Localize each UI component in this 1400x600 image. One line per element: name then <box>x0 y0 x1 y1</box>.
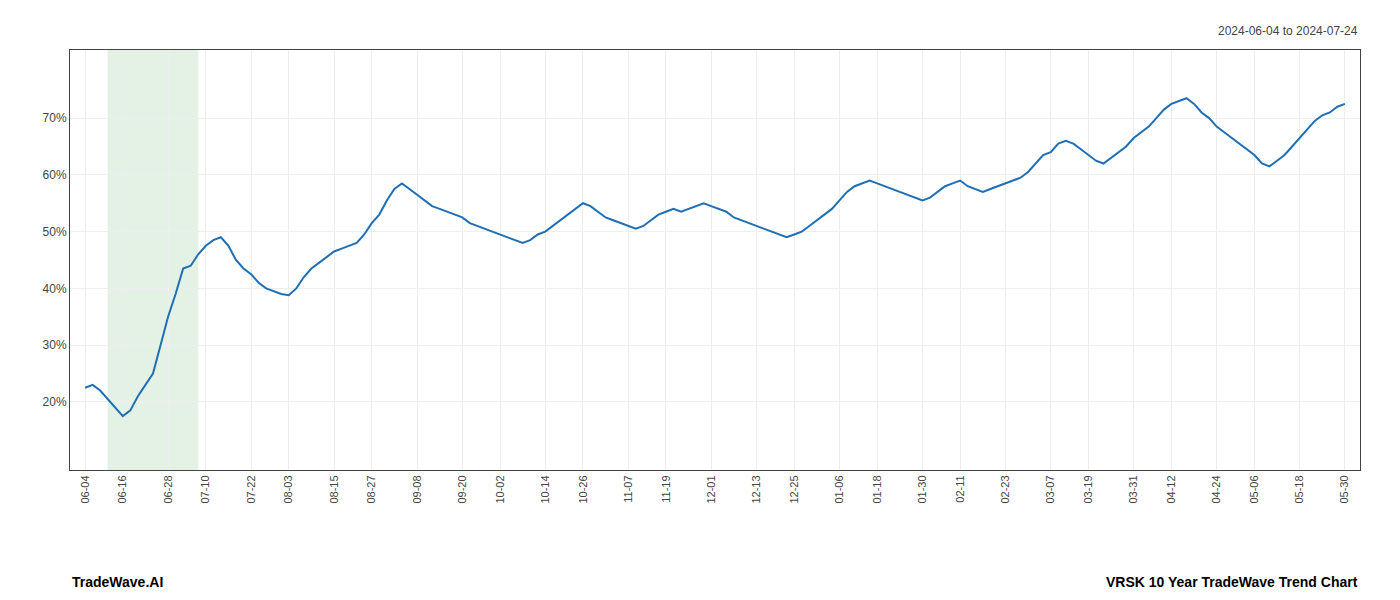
svg-text:10-26: 10-26 <box>577 475 589 503</box>
svg-text:12-25: 12-25 <box>788 475 800 503</box>
svg-text:11-19: 11-19 <box>660 475 672 502</box>
svg-text:10-14: 10-14 <box>539 475 551 503</box>
svg-text:09-20: 09-20 <box>456 475 468 503</box>
svg-text:05-06: 05-06 <box>1248 475 1260 503</box>
svg-text:40%: 40% <box>43 282 67 296</box>
svg-text:20%: 20% <box>43 395 67 409</box>
svg-text:08-15: 08-15 <box>328 475 340 503</box>
svg-text:2024-06-04 to 2024-07-24: 2024-06-04 to 2024-07-24 <box>1218 24 1358 38</box>
svg-text:09-08: 09-08 <box>411 475 423 503</box>
svg-text:06-04: 06-04 <box>79 475 91 503</box>
svg-text:06-16: 06-16 <box>116 475 128 503</box>
svg-text:01-18: 01-18 <box>871 475 883 503</box>
svg-text:60%: 60% <box>43 168 67 182</box>
svg-text:50%: 50% <box>43 225 67 239</box>
svg-text:07-10: 07-10 <box>199 475 211 503</box>
svg-text:06-28: 06-28 <box>162 475 174 503</box>
svg-text:02-11: 02-11 <box>954 475 966 502</box>
svg-text:01-30: 01-30 <box>916 475 928 503</box>
svg-text:04-24: 04-24 <box>1210 475 1222 503</box>
svg-text:05-30: 05-30 <box>1338 475 1350 503</box>
svg-text:03-07: 03-07 <box>1044 475 1056 503</box>
svg-text:03-19: 03-19 <box>1082 475 1094 503</box>
svg-text:VRSK 10 Year TradeWave Trend C: VRSK 10 Year TradeWave Trend Chart <box>1106 574 1358 590</box>
svg-text:07-22: 07-22 <box>245 475 257 503</box>
svg-text:TradeWave.AI: TradeWave.AI <box>72 574 163 590</box>
svg-text:03-31: 03-31 <box>1127 475 1139 503</box>
svg-text:30%: 30% <box>43 338 67 352</box>
svg-text:05-18: 05-18 <box>1293 475 1305 503</box>
svg-text:01-06: 01-06 <box>833 475 845 503</box>
svg-text:08-27: 08-27 <box>365 475 377 503</box>
svg-text:10-02: 10-02 <box>494 475 506 503</box>
svg-text:08-03: 08-03 <box>282 475 294 503</box>
svg-text:12-01: 12-01 <box>705 475 717 503</box>
svg-text:12-13: 12-13 <box>750 475 762 503</box>
svg-text:02-23: 02-23 <box>999 475 1011 503</box>
svg-text:11-07: 11-07 <box>622 475 634 502</box>
svg-text:04-12: 04-12 <box>1165 475 1177 503</box>
svg-text:70%: 70% <box>43 111 67 125</box>
